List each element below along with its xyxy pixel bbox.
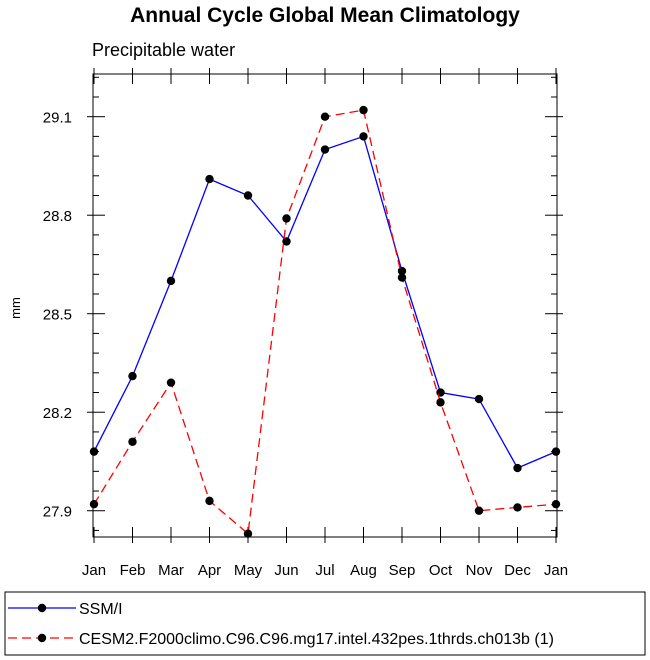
chart-subtitle: Precipitable water [92, 40, 235, 60]
legend-label-2: CESM2.F2000climo.C96.C96.mg17.intel.432p… [79, 631, 554, 648]
x-tick-label: Mar [158, 562, 184, 579]
series-layer [89, 105, 561, 538]
series-2-point [243, 529, 253, 538]
series-2-point [320, 112, 330, 121]
series-2-point [359, 105, 368, 115]
y-tick-label: 28.5 [43, 307, 72, 324]
series-1-point [128, 371, 137, 381]
plot-frame [92, 73, 558, 538]
series-1-point [436, 388, 445, 397]
series-1-point [243, 191, 253, 200]
x-tick-label: May [234, 562, 263, 579]
chart-title: Annual Cycle Global Mean Climatology [130, 4, 520, 27]
x-tick-label: Jan [544, 562, 568, 579]
legend-marker-2 [37, 633, 47, 643]
series-1-point [166, 276, 176, 286]
series-2-point [474, 506, 484, 515]
series-2-point [436, 398, 445, 407]
series-line-2 [93, 109, 557, 535]
y-tick-label: 27.9 [43, 504, 72, 521]
series-2-point [513, 503, 522, 512]
series-1-point [513, 463, 522, 473]
x-tick-label: Feb [120, 562, 146, 579]
series-2-point [166, 378, 176, 387]
series-1-point [359, 132, 368, 141]
series-2-point [205, 496, 214, 506]
x-tick-label: Apr [198, 562, 221, 579]
x-tick-label: Sep [389, 562, 416, 579]
x-tick-label: Nov [466, 562, 493, 579]
series-line-1 [93, 135, 557, 469]
series-2-point [397, 273, 407, 282]
series-1-point [320, 145, 330, 154]
x-tick-label: Oct [429, 562, 453, 579]
legend-marker-1 [37, 603, 47, 613]
legend-label-1: SSM/I [79, 601, 123, 618]
legend-box [4, 591, 646, 656]
x-tick-label: Jun [274, 562, 298, 579]
y-tick-label: 28.2 [43, 405, 72, 422]
x-tick-label: Jan [82, 562, 106, 579]
y-tick-label: 28.8 [43, 208, 72, 225]
series-2-point [282, 214, 291, 223]
series-1-point [474, 394, 484, 404]
axis-ticks [87, 68, 563, 543]
series-2-point [89, 499, 99, 509]
legend: SSM/I CESM2.F2000climo.C96.C96.mg17.intel… [4, 591, 646, 656]
x-tick-label: Dec [504, 562, 531, 579]
axis-tick-labels: Jan Feb Mar Apr May Jun Jul Aug Sep Oct Nov Dec Jan 2… [43, 110, 568, 579]
y-tick-label: 29.1 [43, 110, 72, 127]
series-1-point [89, 447, 99, 456]
y-axis-label: mm [8, 297, 23, 319]
series-1-point [282, 237, 291, 246]
x-tick-label: Jul [315, 562, 334, 579]
x-tick-label: Aug [350, 562, 377, 579]
series-1-point [551, 447, 561, 456]
series-1-point [205, 174, 214, 184]
series-2-point [128, 437, 137, 446]
series-1-point [397, 266, 407, 276]
series-2-point [551, 499, 561, 509]
